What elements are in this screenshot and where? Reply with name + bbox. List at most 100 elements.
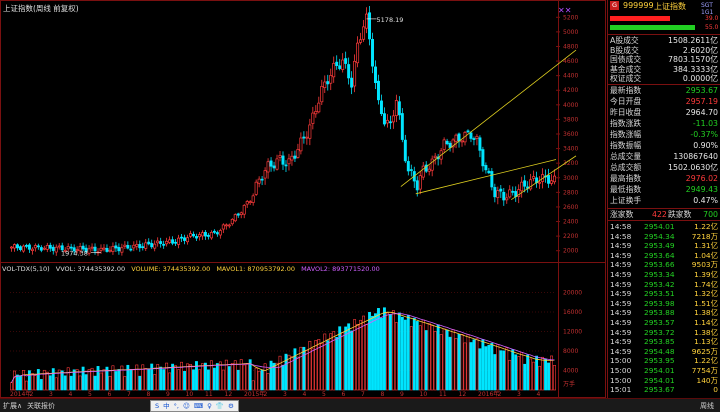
candle-body — [60, 245, 64, 251]
candle-body — [156, 240, 160, 244]
volume-bar — [254, 367, 258, 391]
volume-bar — [388, 314, 392, 391]
price-axis-label: 3600 — [563, 131, 578, 138]
tick-row[interactable]: 15:00 2953.95 1.22亿 — [610, 356, 719, 366]
volume-bar — [156, 364, 160, 391]
candle-body — [132, 244, 136, 249]
stats-label: B股成交 — [610, 45, 639, 55]
candle-body — [174, 241, 178, 244]
ime-button[interactable]: 中 — [163, 401, 170, 410]
volume-bar — [144, 368, 148, 391]
candle-body — [356, 42, 360, 64]
ime-button[interactable]: ♀ — [207, 401, 212, 410]
quote-label: 今日开盘 — [610, 97, 642, 106]
tick-row[interactable]: 14:59 2953.57 1.14亿 — [610, 318, 719, 328]
volume-axis-label: 12000 — [563, 329, 582, 336]
ime-button[interactable]: 👕 — [215, 401, 224, 410]
stats-row: 基金成交 384.3333亿 — [610, 65, 719, 75]
related-quote-button[interactable]: 关联报价 — [27, 402, 55, 410]
candle-body — [317, 102, 321, 113]
tick-row[interactable]: 14:59 2953.49 1.31亿 — [610, 241, 719, 251]
index-g-icon: G — [610, 1, 619, 10]
candle-body — [12, 244, 16, 249]
volume-unit-label: 万手 — [563, 380, 575, 388]
candle-body — [347, 64, 351, 79]
tick-row[interactable]: 14:59 2953.66 9503万 — [610, 260, 719, 270]
ime-button[interactable]: S — [155, 401, 160, 410]
tick-row[interactable]: 15:00 2954.01 140万 — [610, 376, 719, 386]
volume-bar — [206, 369, 210, 391]
volume-bar — [84, 374, 88, 391]
tick-row[interactable]: 15:01 2953.67 0 — [610, 385, 719, 395]
stats-row: 权证成交 0.0000亿 — [610, 74, 719, 84]
tick-row[interactable]: 14:59 2953.51 1.32亿 — [610, 289, 719, 299]
volume-indicator-header[interactable]: VOL-TDX(5,10) VVOL: 374435392.00 VOLUME:… — [2, 265, 384, 273]
volume-bar — [284, 353, 288, 391]
quote-label: 昨日收盘 — [610, 108, 642, 117]
index-name: 上证指数 — [654, 2, 686, 11]
candle-body — [290, 155, 294, 161]
volume-bar — [445, 329, 449, 391]
candle-body — [338, 65, 342, 69]
candle-body — [362, 26, 366, 40]
tick-price: 2953.34 — [644, 270, 675, 279]
ime-toolbar[interactable]: S 中 °, ☺ ⌨ ♀ 👕 ⚙ — [150, 400, 239, 412]
candle-body — [224, 224, 228, 227]
tick-row[interactable]: 15:00 2954.01 7754万 — [610, 366, 719, 376]
x-axis-label: 4 — [303, 391, 307, 398]
volume-bar — [529, 358, 533, 391]
price-axis-label: 2800 — [563, 189, 578, 196]
tick-row[interactable]: 14:59 2953.34 1.39亿 — [610, 270, 719, 280]
candle-body — [197, 234, 201, 238]
kline-chart-area[interactable]: 5200 5000 4800 4600 4400 4200 4000 3800 3600 3400… — [0, 0, 606, 398]
tick-row[interactable]: 14:59 2954.48 9625万 — [610, 347, 719, 357]
volume-bar — [448, 336, 452, 391]
tick-row[interactable]: 14:59 2953.72 1.38亿 — [610, 328, 719, 338]
tick-row[interactable]: 14:58 2954.34 7218万 — [610, 232, 719, 242]
tick-row[interactable]: 14:59 2953.42 1.74亿 — [610, 280, 719, 290]
tick-row[interactable]: 14:59 2953.64 1.04亿 — [610, 251, 719, 261]
candle-body — [341, 59, 345, 70]
candle-body — [165, 240, 169, 245]
volume-bar — [332, 331, 336, 391]
volume-axis-label: 20000 — [563, 290, 582, 297]
kline-chart[interactable]: 5200500048004600440042004000380036003400… — [0, 0, 606, 398]
ime-button[interactable]: ⚙ — [228, 401, 234, 410]
volume-bar — [478, 348, 482, 391]
tick-time: 15:00 — [610, 375, 632, 385]
volume-bar — [502, 350, 506, 391]
candle-body — [129, 248, 133, 251]
tick-volume: 1.04亿 — [694, 250, 718, 260]
candle-body — [108, 249, 112, 252]
expand-button[interactable]: 扩展∧ — [3, 402, 23, 410]
stats-label: A股成交 — [610, 36, 639, 45]
candle-body — [105, 248, 109, 252]
tick-volume: 1.32亿 — [694, 289, 718, 299]
vol-indicator-name[interactable]: VOL-TDX(5,10) — [2, 265, 50, 273]
volume-bar — [538, 365, 542, 391]
tick-price: 2953.72 — [644, 327, 675, 337]
tick-row[interactable]: 14:59 2953.98 1.51亿 — [610, 299, 719, 309]
candle-body — [490, 171, 494, 188]
candle-body — [445, 140, 449, 145]
tick-volume: 1.38亿 — [694, 327, 718, 337]
tick-price: 2954.01 — [644, 366, 675, 375]
tick-row[interactable]: 14:58 2954.01 1.22亿 — [610, 222, 719, 232]
candle-body — [296, 149, 300, 158]
volume-bar — [505, 347, 509, 391]
candle-body — [93, 246, 97, 252]
ime-button[interactable]: ⌨ — [193, 401, 204, 410]
ime-button[interactable]: °, — [173, 401, 179, 410]
volume-bar — [209, 360, 213, 391]
tick-row[interactable]: 14:59 2953.88 1.38亿 — [610, 308, 719, 318]
ime-button[interactable]: ☺ — [182, 401, 190, 410]
volume-bar — [514, 354, 518, 391]
period-weekly-button[interactable]: 周线 — [700, 402, 714, 410]
volume-bar — [215, 363, 219, 391]
volume-bar — [371, 315, 374, 391]
tick-time: 14:59 — [610, 298, 632, 308]
candle-body — [272, 165, 276, 169]
tick-row[interactable]: 14:59 2953.85 1.13亿 — [610, 337, 719, 347]
volume-bar — [51, 368, 55, 391]
stats-value: 384.3333亿 — [673, 64, 718, 74]
